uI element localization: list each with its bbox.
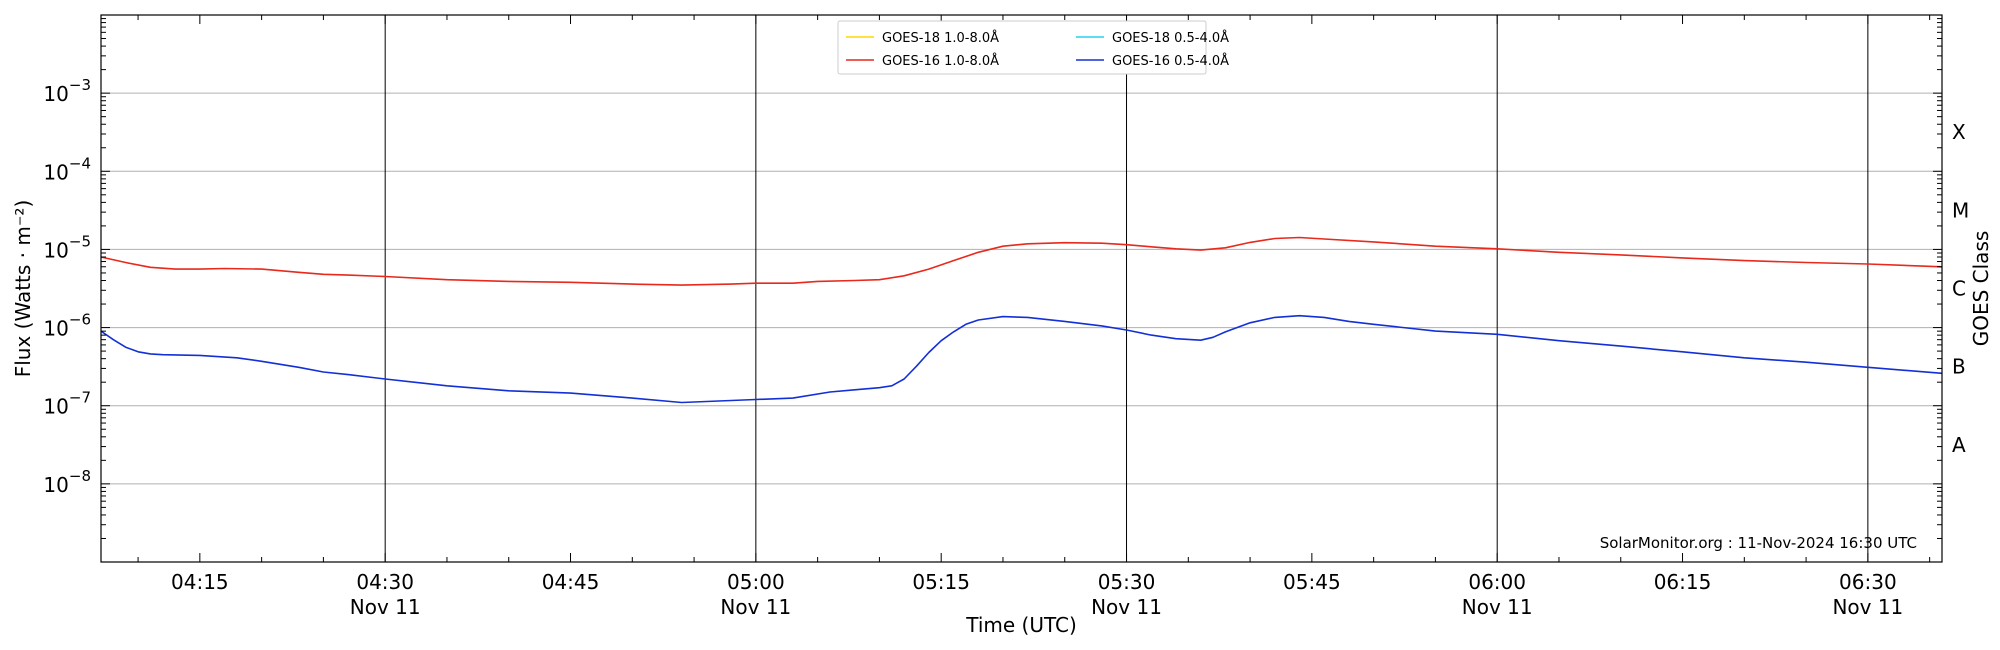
x-axis-label: Time (UTC) [965, 613, 1077, 637]
x-tick-date: Nov 11 [1091, 595, 1162, 619]
vertical-lines [384, 15, 1869, 562]
y-tick-label: 10−5 [43, 232, 91, 262]
x-tick-label: 06:00 [1468, 570, 1526, 594]
legend-box [837, 20, 1207, 75]
legend-entry: GOES-18 1.0-8.0Å [882, 30, 999, 46]
y-tick-base: 10 [43, 317, 68, 341]
x-tick-label: 06:30 [1839, 570, 1897, 594]
x-tick-label: 05:30 [1098, 570, 1156, 594]
series-line-1 [100, 236, 1943, 286]
y-axis-label: Flux (Watts · m⁻²) [11, 200, 35, 378]
y-tick-base: 10 [43, 160, 68, 184]
x-tick-date: Nov 11 [350, 595, 421, 619]
y-tick-exponent: −3 [69, 76, 91, 94]
goes-class-label: M [1952, 198, 1969, 222]
right-axis-label: GOES Class [1969, 231, 1993, 347]
x-tick-label: 04:45 [542, 570, 600, 594]
y-tick-exponent: −7 [69, 389, 91, 407]
goes-class-label: A [1952, 433, 1966, 457]
y-tick-exponent: −8 [69, 467, 91, 485]
y-tick-label: 10−6 [43, 311, 91, 341]
y-tick-exponent: −5 [69, 232, 91, 250]
goes-class-label: B [1952, 355, 1966, 379]
x-tick-label: 05:45 [1283, 570, 1341, 594]
plot-frame [100, 14, 1943, 563]
series-lines [100, 236, 1943, 404]
y-tick-exponent: −4 [69, 154, 91, 172]
x-tick-date: Nov 11 [720, 595, 791, 619]
x-tick-date: Nov 11 [1832, 595, 1903, 619]
x-tick-label: 05:15 [912, 570, 970, 594]
y-tick-base: 10 [43, 395, 68, 419]
legend: GOES-18 1.0-8.0Å GOES-16 1.0-8.0Å GOES-18 … [837, 20, 1229, 75]
watermark-annotation: SolarMonitor.org : 11-Nov-2024 16:30 UTC [1600, 534, 1917, 552]
y-tick-exponent: −6 [69, 311, 91, 329]
goes-class-labels: A B C M X [1952, 120, 1969, 457]
y-tick-label: 10−7 [43, 389, 91, 419]
x-tick-label: 04:15 [171, 570, 229, 594]
y-tick-base: 10 [43, 82, 68, 106]
y-tick-base: 10 [43, 238, 68, 262]
goes-class-label: C [1952, 277, 1966, 301]
axis-ticks [101, 15, 1942, 563]
x-tick-label: 06:15 [1654, 570, 1712, 594]
y-tick-label: 10−3 [43, 76, 91, 106]
legend-entry: GOES-16 1.0-8.0Å [882, 53, 999, 69]
x-tick-label: 04:30 [356, 570, 414, 594]
x-tick-label: 05:00 [727, 570, 785, 594]
y-tick-label: 10−8 [43, 467, 91, 497]
y-tick-label: 10−4 [43, 154, 91, 184]
grid-layer [101, 92, 1942, 485]
y-tick-base: 10 [43, 473, 68, 497]
x-tick-date: Nov 11 [1462, 595, 1533, 619]
legend-entry: GOES-18 0.5-4.0Å [1112, 30, 1229, 46]
goes-class-label: X [1952, 120, 1966, 144]
legend-entry: GOES-16 0.5-4.0Å [1112, 53, 1229, 69]
y-tick-labels: 10−810−710−610−510−410−3 [43, 76, 91, 497]
series-line-3 [100, 314, 1943, 404]
